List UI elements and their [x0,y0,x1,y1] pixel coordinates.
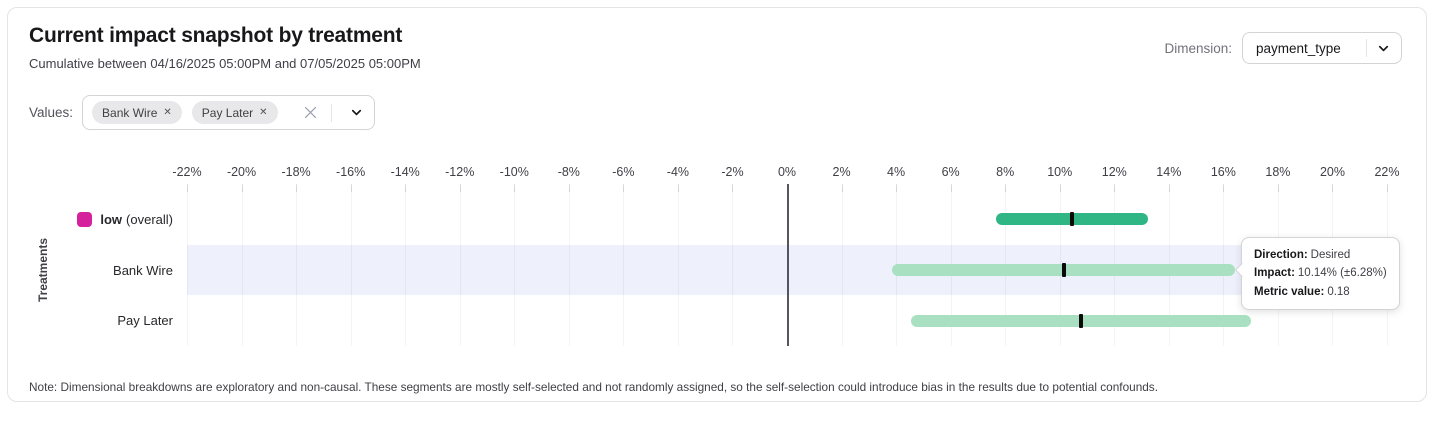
zero-gridline [787,184,789,346]
x-axis-tick-mark [841,184,843,192]
x-axis-tick-mark [732,184,734,192]
chevron-down-icon [1376,41,1391,56]
x-axis-tick-label: -8% [557,165,580,179]
x-axis-tick-label: 22% [1374,165,1400,179]
chip-label: Bank Wire [102,105,158,120]
x-axis-tick-label: -20% [226,165,257,179]
tooltip-impact-row: Impact: 10.14% (±6.28%) [1254,267,1387,280]
treatment-name: Bank Wire [113,262,173,278]
x-axis-tick-mark [677,184,679,192]
x-axis-tick-label: -14% [390,165,420,179]
x-axis-tick-mark [459,184,461,192]
values-label: Values: [29,105,74,120]
x-axis-tick-label: -16% [336,165,366,179]
treatment-name-suffix: (overall) [126,211,173,227]
impact-snapshot-card: Current impact snapshot by treatment Cum… [7,7,1427,402]
x-axis-tick-label: 18% [1265,165,1291,179]
x-axis-tick-mark [623,184,625,192]
x-axis-tick-label: -10% [499,165,529,179]
x-axis-tick-mark [1059,184,1061,192]
chevron-down-icon[interactable] [349,105,364,120]
impact-point-marker [1061,263,1066,278]
treatment-name: Pay Later [117,313,173,329]
clear-all-icon[interactable] [302,104,319,121]
x-axis-tick-label: 20% [1319,165,1345,179]
x-axis-tick-mark [1277,184,1279,192]
x-axis-tick-mark [1168,184,1170,192]
gridline [405,187,407,346]
x-axis-tick-label: 10% [1047,165,1073,179]
x-axis-tick-label: 14% [1156,165,1182,179]
x-axis-tick-label: -22% [172,165,202,179]
select-divider [330,103,332,122]
gridline [187,187,188,346]
gridline [568,187,570,346]
x-axis-tick-label: -6% [612,165,635,179]
legend-swatch [77,211,93,227]
treatment-row-label: Bank Wire [8,245,173,296]
impact-point-marker [1079,313,1083,328]
gridline [459,187,461,346]
x-axis-tick-mark [405,184,407,192]
tooltip-metric-row: Metric value: 0.18 [1254,285,1350,298]
chip-label: Pay Later [201,105,254,120]
select-divider [1366,39,1367,57]
values-filter: Values: Bank Wire ✕ Pay Later ✕ [29,95,375,130]
gridline [296,187,298,346]
gridline [677,187,679,346]
gridline [623,187,625,346]
page-title: Current impact snapshot by treatment [29,24,403,47]
x-axis-tick-mark [187,184,188,192]
treatment-name: low [100,211,123,227]
dimension-control: Dimension: payment_type [1164,32,1402,64]
x-axis-tick-label: 12% [1101,165,1127,179]
x-axis-tick-mark [1387,184,1388,192]
chip-remove-icon[interactable]: ✕ [163,107,172,118]
x-axis-tick-label: 2% [832,165,851,179]
dimension-selected-value: payment_type [1256,40,1341,56]
impact-point-marker [1070,212,1074,227]
x-axis-tick-mark [1332,184,1334,192]
x-axis-tick-label: -12% [445,165,475,179]
x-axis-tick-mark [1223,184,1225,192]
x-axis-tick-label: -4% [666,165,690,179]
x-axis-tick-label: -18% [281,165,311,179]
gridline [732,187,734,346]
x-axis-tick-label: 8% [996,165,1015,179]
tooltip-direction-row: Direction: Desired [1254,249,1351,261]
value-chip-pay-later[interactable]: Pay Later ✕ [191,101,278,124]
x-axis-tick-mark [1005,184,1007,192]
x-axis-tick-mark [896,184,898,192]
x-axis-tick-mark [568,184,570,192]
value-chip-bank-wire[interactable]: Bank Wire ✕ [92,101,182,124]
impact-chart: Treatments -22% -20% -18% -16% -14% -12% -10% -… [8,8,1428,403]
treatment-row-label: low (overall) [8,194,173,245]
date-range-subtitle: Cumulative between 04/16/2025 05:00PM an… [29,56,421,71]
dimension-label: Dimension: [1164,40,1232,56]
gridline [241,187,243,346]
x-axis-tick-mark [514,184,516,192]
x-axis-tick-label: 0% [777,165,797,179]
gridline [514,187,516,346]
chip-remove-icon[interactable]: ✕ [259,107,268,118]
x-axis-tick-mark [296,184,298,192]
x-axis-tick-mark [950,184,952,192]
x-axis-tick-mark [241,184,243,192]
gridline [350,187,352,346]
bar-tooltip: Direction: Desired Impact: 10.14% (±6.28%)… [1241,237,1400,311]
x-axis-tick-mark [1114,184,1116,192]
disclaimer-note: Note: Dimensional breakdowns are explora… [29,380,1158,394]
gridline [841,187,843,346]
x-axis-tick-mark [350,184,352,192]
x-axis-tick-label: 6% [941,165,960,179]
x-axis-tick-label: 4% [887,165,906,179]
x-axis-tick-label: 16% [1210,165,1236,179]
values-multiselect[interactable]: Bank Wire ✕ Pay Later ✕ [82,95,375,130]
dimension-select[interactable]: payment_type [1242,32,1402,64]
x-axis-tick-label: -2% [721,165,744,179]
treatment-row-label: Pay Later [8,295,173,346]
